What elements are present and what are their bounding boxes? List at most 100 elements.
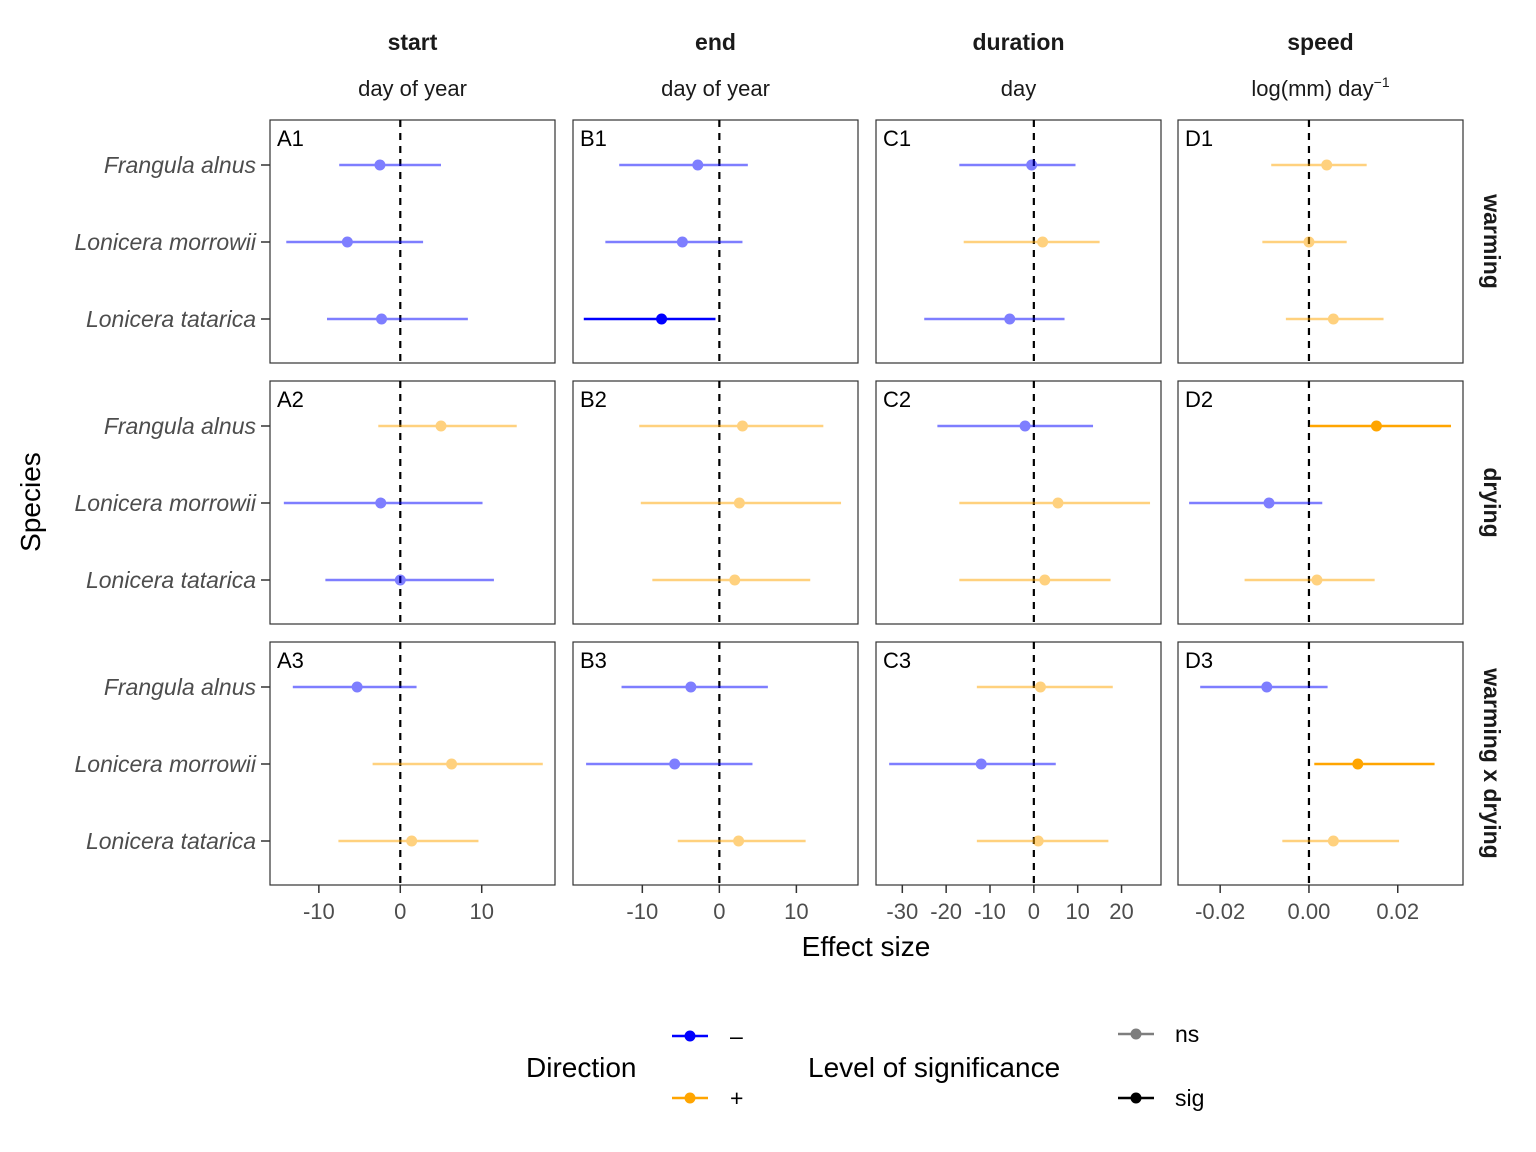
- species-tick-label: Frangula alnus: [104, 674, 257, 700]
- panel-label: C1: [883, 126, 911, 151]
- panel-a3: A3: [269, 641, 556, 886]
- column-unit-speed: log(mm) day−1: [1251, 74, 1389, 101]
- effect-point-lonicera-tatarica: [959, 574, 1111, 586]
- effect-point-lonicera-morrowii: [889, 758, 1056, 770]
- column-headers: start day of year end day of year duration da…: [358, 29, 1390, 101]
- effect-point-lonicera-morrowii: [640, 497, 842, 509]
- estimate-point: [394, 574, 406, 586]
- effect-point-frangula-alnus: [1200, 681, 1328, 693]
- column-unit-start: day of year: [358, 76, 467, 101]
- species-tick-label: Frangula alnus: [104, 152, 257, 178]
- estimate-point: [1004, 313, 1016, 325]
- species-tick-label: Lonicera tatarica: [86, 567, 256, 593]
- species-tick-label: Frangula alnus: [104, 413, 257, 439]
- estimate-point: [692, 159, 704, 171]
- x-tick-label: -30: [886, 899, 918, 924]
- panel-label: A2: [277, 387, 304, 412]
- x-tick-label: 10: [469, 899, 493, 924]
- panel-c2: C2: [875, 380, 1162, 625]
- estimate-point: [736, 420, 748, 432]
- panel-b2: B2: [572, 380, 859, 625]
- legend-significance-title: Level of significance: [808, 1052, 1060, 1083]
- legend-direction-items: –+: [672, 1023, 743, 1111]
- effect-point-lonicera-morrowii: [963, 236, 1100, 248]
- y-axis-title: Species: [15, 452, 46, 552]
- estimate-point: [1026, 159, 1038, 171]
- estimate-point: [733, 835, 745, 847]
- column-title-start: start: [388, 29, 438, 55]
- estimate-point: [351, 681, 363, 693]
- effect-point-frangula-alnus: [959, 159, 1076, 171]
- panel-label: B2: [580, 387, 607, 412]
- effect-point-frangula-alnus: [937, 420, 1094, 432]
- estimate-point: [376, 313, 388, 325]
- effect-point-lonicera-morrowii: [1262, 236, 1347, 248]
- legend-direction-label: –: [730, 1023, 743, 1049]
- estimate-point: [1037, 236, 1049, 248]
- effect-point-lonicera-tatarica: [338, 835, 479, 847]
- legend-significance-label: ns: [1175, 1021, 1199, 1047]
- estimate-point: [975, 758, 987, 770]
- panel-a1: A1: [269, 119, 556, 364]
- effect-point-lonicera-morrowii: [959, 497, 1151, 509]
- estimate-point: [341, 236, 353, 248]
- effect-point-lonicera-morrowii: [605, 236, 743, 248]
- effect-point-lonicera-tatarica: [1285, 313, 1384, 325]
- effect-point-lonicera-tatarica: [677, 835, 806, 847]
- legend-key-point: [1130, 1028, 1142, 1040]
- x-tick-label: -10: [626, 899, 658, 924]
- x-tick-label: 10: [1065, 899, 1089, 924]
- effect-point-lonicera-tatarica: [976, 835, 1109, 847]
- panel-label: C3: [883, 648, 911, 673]
- effect-point-lonicera-tatarica: [652, 574, 811, 586]
- row-label-drying: drying: [1479, 467, 1505, 537]
- row-label-warming-x-drying: warming x drying: [1479, 667, 1505, 858]
- panel-label: D1: [1185, 126, 1213, 151]
- legend-key-point: [684, 1092, 696, 1104]
- estimate-point: [733, 497, 745, 509]
- panel-d3: D3: [1177, 641, 1464, 886]
- panel-label: A3: [277, 648, 304, 673]
- panel-label: B1: [580, 126, 607, 151]
- panel-b3: B3: [572, 641, 859, 886]
- estimate-point: [1321, 159, 1333, 171]
- species-tick-label: Lonicera morrowii: [74, 751, 256, 777]
- estimate-point: [1052, 497, 1064, 509]
- column-unit-duration: day: [1001, 76, 1036, 101]
- panel-d2: D2: [1177, 380, 1464, 625]
- effect-point-frangula-alnus: [639, 420, 824, 432]
- estimate-point: [685, 681, 697, 693]
- column-unit-superscript-speed: −1: [1374, 74, 1390, 90]
- column-unit-text-speed: log(mm) day: [1251, 76, 1373, 101]
- effect-point-lonicera-tatarica: [1282, 835, 1400, 847]
- estimate-point: [1034, 681, 1046, 693]
- estimate-point: [375, 497, 387, 509]
- estimate-point: [374, 159, 386, 171]
- x-tick-label: 0.00: [1288, 899, 1331, 924]
- effect-point-frangula-alnus: [976, 681, 1113, 693]
- x-tick-label: 20: [1109, 899, 1133, 924]
- effect-point-frangula-alnus: [339, 159, 441, 171]
- legend-direction-label: +: [730, 1085, 743, 1111]
- column-unit-end: day of year: [661, 76, 770, 101]
- panel-label: B3: [580, 648, 607, 673]
- effect-point-frangula-alnus: [1271, 159, 1367, 171]
- column-title-end: end: [695, 29, 736, 55]
- estimate-point: [1327, 835, 1339, 847]
- row-strip-labels: warming drying warming x drying: [1479, 193, 1505, 859]
- estimate-point: [1370, 420, 1382, 432]
- legend-direction-title: Direction: [526, 1052, 636, 1083]
- estimate-point: [1327, 313, 1339, 325]
- panel-a2: A2: [269, 380, 556, 625]
- effect-point-frangula-alnus: [1309, 420, 1452, 432]
- column-unit-text-start: day of year: [358, 76, 467, 101]
- species-tick-label: Lonicera tatarica: [86, 828, 256, 854]
- panels: A1 B1 C1 D1 A2 B2 C2 D2 A3 B3 C3 D3: [269, 119, 1464, 886]
- x-axis-title: Effect size: [802, 931, 931, 962]
- effect-point-lonicera-tatarica: [327, 313, 468, 325]
- column-title-duration: duration: [973, 29, 1065, 55]
- estimate-point: [1032, 835, 1044, 847]
- species-tick-label: Lonicera tatarica: [86, 306, 256, 332]
- legend-significance-items: ns sig: [1118, 1021, 1204, 1111]
